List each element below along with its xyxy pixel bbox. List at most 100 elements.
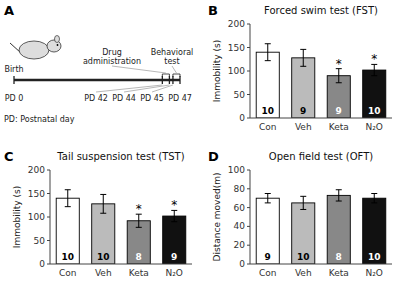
x-tick-label: N₂O (366, 122, 383, 132)
x-tick-label: Keta (329, 268, 349, 278)
n-label: 10 (368, 252, 381, 262)
y-tick (47, 193, 50, 194)
y-tick-label: 50 (34, 236, 46, 246)
bar (256, 198, 279, 264)
y-axis-line (250, 170, 251, 264)
bar (292, 58, 315, 118)
y-tick (247, 24, 250, 25)
y-tick-label: 40 (234, 221, 246, 231)
error-bar (300, 196, 306, 209)
text-line: Drug (102, 48, 122, 57)
caption: PD: Postnatal day (4, 115, 75, 124)
y-tick-label: 100 (28, 212, 45, 222)
annotation-bracket (173, 74, 180, 77)
y-tick-label: 0 (239, 259, 245, 269)
n-label: 9 (265, 252, 271, 262)
error-bar (371, 194, 377, 203)
y-tick (47, 264, 50, 265)
y-tick (247, 170, 250, 171)
panel-label: D (208, 149, 219, 164)
error-bar (265, 194, 271, 203)
y-tick-label: 200 (228, 19, 245, 29)
n-label: 10 (368, 106, 381, 116)
significance-star: * (136, 202, 142, 216)
timeline-axis (14, 79, 180, 82)
bar-panel: 050100150200Immobility (s)ConVehKetaN₂O1… (4, 149, 192, 278)
annotation: Drugadministration (83, 48, 141, 66)
y-tick (47, 170, 50, 171)
y-tick (247, 264, 250, 265)
error-bar (336, 69, 342, 83)
bar (363, 198, 386, 264)
y-tick-label: 100 (228, 66, 245, 76)
x-tick-label: Con (59, 268, 77, 278)
n-label: 8 (136, 252, 142, 262)
bar-panel: 050100150200Immobility (s)ConVehKetaN₂O1… (208, 3, 392, 132)
annotation: Birth (4, 65, 23, 74)
y-tick (247, 207, 250, 208)
y-tick-label: 60 (234, 203, 246, 213)
y-axis-label: Immobility (s) (12, 186, 22, 248)
panel-title: Tail suspension test (TST) (56, 151, 184, 162)
mouse-eye (57, 44, 59, 46)
x-tick-label: Keta (329, 122, 349, 132)
bar (292, 203, 315, 264)
x-tick-label: Veh (95, 268, 112, 278)
text-line: administration (83, 57, 141, 66)
n-label: 9 (336, 106, 342, 116)
annotation-bracket (162, 74, 169, 77)
bar (56, 198, 79, 264)
significance-star: * (171, 198, 177, 212)
timeline-panel: APD 0PD 42PD 44PD 45PD 47BirthDrugadmini… (4, 3, 193, 124)
n-label: 10 (97, 252, 110, 262)
significance-star: * (336, 57, 342, 71)
x-tick-label: N₂O (366, 268, 383, 278)
y-tick-label: 20 (234, 240, 246, 250)
bar (256, 52, 279, 118)
panel-title: Open field test (OFT) (269, 151, 373, 162)
y-tick-label: 100 (228, 165, 245, 175)
annotation-leader (172, 66, 176, 73)
y-axis-label: Distance moved(m) (212, 173, 222, 262)
x-axis-line (250, 118, 392, 119)
timeline-tick-label: PD 42 (84, 94, 108, 103)
timeline-tick-label: PD 44 (112, 94, 136, 103)
n-label: 9 (171, 252, 177, 262)
label-leader (152, 85, 173, 92)
y-tick-label: 50 (234, 90, 246, 100)
y-tick (47, 240, 50, 241)
n-label: 10 (61, 252, 74, 262)
timeline-tick-label: PD 45 (140, 94, 164, 103)
n-label: 8 (336, 252, 342, 262)
panel-label: A (4, 3, 14, 18)
mouse-body (19, 41, 49, 59)
x-axis-line (50, 264, 192, 265)
bar (327, 195, 350, 264)
error-bar (100, 194, 106, 213)
y-tick (247, 226, 250, 227)
bar-panel: 020406080100Distance moved(m)ConVehKetaN… (208, 149, 392, 278)
timeline-tick (169, 76, 170, 84)
panel-title: Forced swim test (FST) (264, 5, 378, 16)
annotation-leader (112, 66, 166, 73)
x-tick-label: Veh (295, 268, 312, 278)
y-tick (247, 71, 250, 72)
y-tick (247, 245, 250, 246)
mouse-icon (10, 36, 61, 60)
n-label: 9 (300, 106, 306, 116)
n-label: 10 (261, 106, 274, 116)
y-tick-label: 200 (28, 165, 45, 175)
panel-label: C (4, 149, 14, 164)
n-label: 10 (297, 252, 310, 262)
bar (363, 70, 386, 118)
x-tick-label: Con (259, 122, 277, 132)
bar-marks (256, 44, 386, 118)
bar-marks (256, 190, 386, 264)
timeline-tick (13, 76, 14, 84)
panel-label: B (208, 3, 218, 18)
y-tick (47, 217, 50, 218)
y-tick-label: 0 (39, 259, 45, 269)
y-tick-label: 80 (234, 184, 246, 194)
bar-marks (56, 190, 186, 264)
bar (163, 216, 186, 264)
